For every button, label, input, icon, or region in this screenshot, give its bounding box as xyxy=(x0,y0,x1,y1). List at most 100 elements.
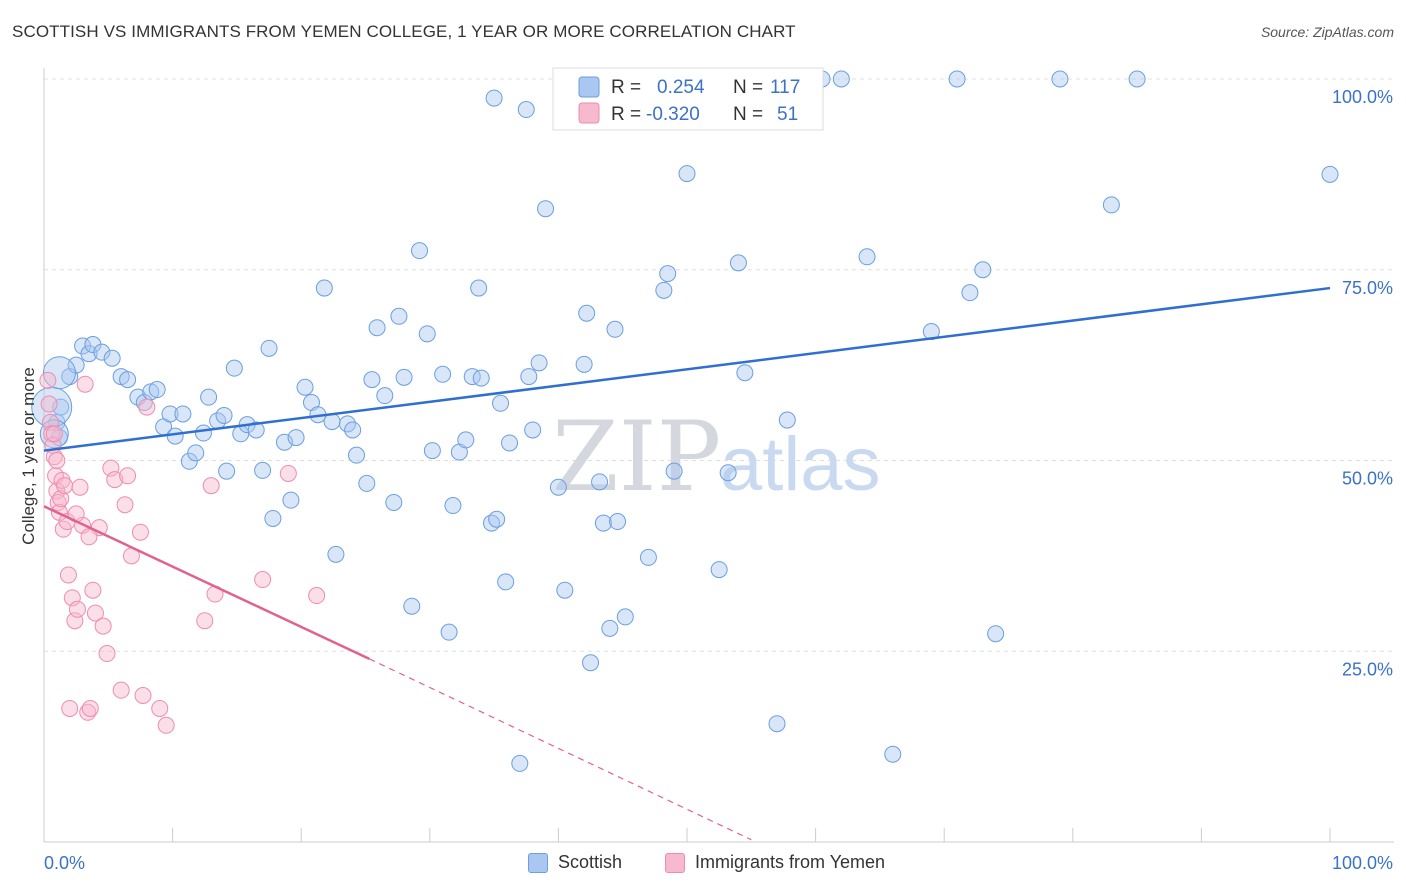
scatter-point-scottish xyxy=(80,345,98,363)
legend-r-value-scottish: 0.254 xyxy=(657,77,705,98)
scatter-point-scottish xyxy=(390,307,408,325)
legend-n-label: N = xyxy=(733,77,763,98)
scatter-point-scottish xyxy=(639,548,657,566)
scatter-point-scottish xyxy=(616,608,634,626)
scatter-point-scottish xyxy=(166,427,184,445)
scatter-point-scottish xyxy=(1051,70,1069,88)
scatter-point-yemen xyxy=(102,459,120,477)
scatter-point-scottish xyxy=(974,261,992,279)
scatter-point-scottish xyxy=(678,165,696,183)
scatter-point-scottish xyxy=(497,573,515,591)
legend-swatch-scottish xyxy=(528,852,548,873)
trend-lines xyxy=(43,286,1331,841)
scatter-point-scottish xyxy=(768,715,786,733)
legend-n-value-yemen: 51 xyxy=(777,104,798,125)
watermark-zip: ZIP xyxy=(552,401,721,513)
scatter-point-scottish xyxy=(218,462,236,480)
scatter-point-yemen xyxy=(138,398,156,416)
scatter-point-scottish xyxy=(457,431,475,449)
trend-line-yemen xyxy=(43,505,370,661)
scatter-point-yemen xyxy=(40,395,58,413)
legend-bottom: Scottish Immigrants from Yemen xyxy=(0,852,1406,878)
y-tick-label: 75.0% xyxy=(1342,278,1393,298)
scatter-point-yemen xyxy=(81,699,99,717)
scatter-point-scottish xyxy=(961,284,979,302)
scatter-point-scottish xyxy=(470,279,488,297)
scatter-point-scottish xyxy=(395,368,413,386)
legend-swatch-scottish xyxy=(578,76,600,98)
scatter-point-scottish xyxy=(296,378,314,396)
scatter-point-yemen xyxy=(254,571,272,589)
scatter-point-scottish xyxy=(582,654,600,672)
scatter-point-scottish xyxy=(511,754,529,772)
legend-swatch-yemen xyxy=(578,102,600,124)
scatter-point-scottish xyxy=(463,368,481,386)
scatter-point-yemen xyxy=(134,687,152,705)
scatter-point-yemen xyxy=(202,477,220,495)
chart-title: SCOTTISH VS IMMIGRANTS FROM YEMEN COLLEG… xyxy=(12,22,796,41)
scatter-point-scottish xyxy=(659,265,677,283)
scatter-point-yemen xyxy=(106,471,124,489)
scatter-point-scottish xyxy=(411,242,429,260)
scatter-point-scottish xyxy=(655,281,673,299)
scatter-point-scottish xyxy=(135,394,153,412)
scatter-point-scottish xyxy=(254,461,272,479)
scatter-point-scottish xyxy=(485,89,503,107)
scatter-point-scottish xyxy=(161,405,179,423)
watermark: ZIP atlas xyxy=(552,401,881,513)
scatter-point-scottish xyxy=(200,388,218,406)
scatter-point-scottish xyxy=(103,349,121,367)
scatter-point-scottish xyxy=(665,462,683,480)
scatter-point-scottish xyxy=(594,514,612,532)
scatter-point-scottish xyxy=(260,339,278,357)
legend-item-yemen: Immigrants from Yemen xyxy=(665,852,885,873)
scatter-point-yemen xyxy=(151,699,169,717)
scatter-point-scottish xyxy=(578,304,596,322)
series-yemen xyxy=(39,371,326,734)
scatter-point-yemen xyxy=(59,566,77,584)
scatter-point-scottish xyxy=(358,474,376,492)
tick-labels: 25.0% 50.0% 75.0% 100.0% 0.0% 100.0% xyxy=(44,87,1393,873)
scatter-point-yemen xyxy=(131,523,149,541)
scatter-point-scottish xyxy=(264,509,282,527)
scatter-point-scottish xyxy=(575,355,593,373)
scatter-point-scottish xyxy=(423,442,441,460)
scatter-point-scottish xyxy=(530,354,548,372)
scatter-point-scottish xyxy=(363,371,381,389)
scatter-point-scottish xyxy=(418,325,436,343)
scatter-point-yemen xyxy=(84,581,102,599)
scatter-point-scottish xyxy=(225,359,243,377)
x-tick-label: 0.0% xyxy=(44,853,85,873)
scatter-point-scottish xyxy=(1102,196,1120,214)
scatter-point-scottish xyxy=(537,200,555,218)
scatter-point-scottish xyxy=(1128,70,1146,88)
scatter-point-scottish xyxy=(376,387,394,405)
scatter-point-yemen xyxy=(45,425,63,443)
scatter-point-scottish xyxy=(119,371,137,389)
scatter-point-scottish xyxy=(344,421,362,439)
scatter-point-scottish xyxy=(385,493,403,511)
scatter-point-scottish xyxy=(591,473,609,491)
scatter-point-scottish xyxy=(440,623,458,641)
scatter-point-yemen xyxy=(308,587,326,605)
scatter-point-yemen xyxy=(39,371,57,389)
scatter-point-yemen xyxy=(98,645,116,663)
scatter-point-scottish xyxy=(67,356,85,374)
scatter-point-scottish xyxy=(180,452,198,470)
legend-n-value-scottish: 117 xyxy=(770,77,800,98)
scatter-point-scottish xyxy=(609,513,627,531)
scatter-point-yemen xyxy=(61,699,79,717)
trend-line-yemen-extension xyxy=(369,658,752,841)
y-tick-label: 100.0% xyxy=(1332,87,1393,107)
legend-label-scottish: Scottish xyxy=(558,852,623,872)
y-axis-label: College, 1 year or more xyxy=(19,367,38,545)
scatter-point-scottish xyxy=(215,406,233,424)
scatter-point-scottish xyxy=(174,405,192,423)
scatter-point-scottish xyxy=(42,356,76,390)
scatter-point-scottish xyxy=(736,364,754,382)
scatter-point-scottish xyxy=(729,254,747,272)
scatter-point-scottish xyxy=(948,70,966,88)
scatter-point-scottish xyxy=(472,369,490,387)
scatter-point-scottish xyxy=(549,478,567,496)
scatter-point-scottish xyxy=(501,434,519,452)
